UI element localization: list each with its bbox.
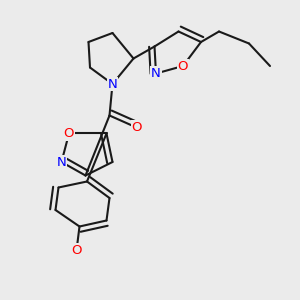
Text: N: N — [57, 155, 66, 169]
Text: O: O — [71, 244, 82, 257]
Text: N: N — [108, 77, 117, 91]
Text: O: O — [131, 121, 142, 134]
Text: N: N — [151, 67, 161, 80]
Text: O: O — [178, 59, 188, 73]
Text: O: O — [64, 127, 74, 140]
